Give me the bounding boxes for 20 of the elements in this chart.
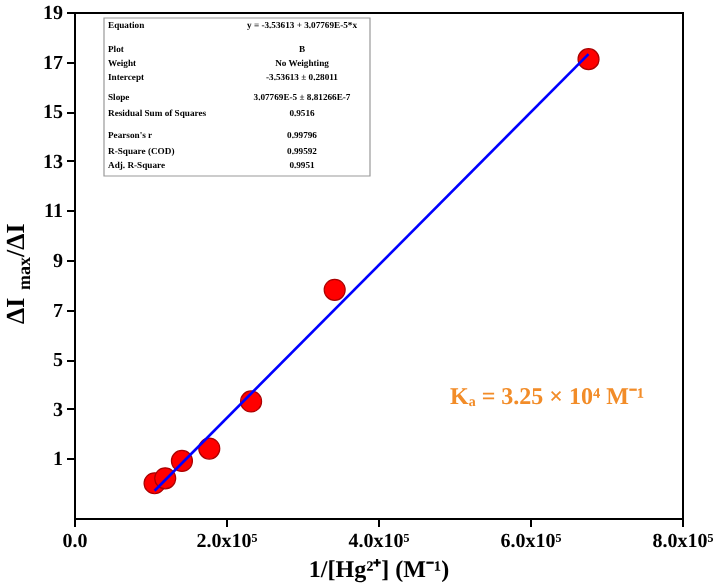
y-tick-label: 5 [53,350,63,373]
y-tick-label: 9 [53,251,63,274]
y-tick-label: 7 [53,300,63,323]
point [198,437,221,460]
y-tick-label: 17 [43,52,63,75]
point [323,278,346,301]
y-tick-label: 19 [43,3,63,25]
x-tick-label: 2.0x10⁵ [196,531,258,553]
x-tick-label: 4.0x10⁵ [348,531,410,553]
x-tick-label: 8.0x10⁵ [652,531,714,553]
y-axis-title: ΔImax/ΔI [0,223,34,324]
y-tick-label: 1 [53,449,63,472]
x-axis-title: 1/[Hg²⁺] (M⁻¹) [308,555,450,583]
y-tick-label: 15 [43,102,63,125]
y-tick-label: 3 [53,399,63,422]
y-tick-label: 13 [43,151,63,174]
x-tick-label: 0.0 [62,531,88,553]
x-tick-label: 6.0x10⁵ [500,531,562,553]
y-tick-label: 11 [44,201,63,224]
annotation: Kₐ = 3.25 × 10⁴ M⁻¹ [450,382,645,410]
